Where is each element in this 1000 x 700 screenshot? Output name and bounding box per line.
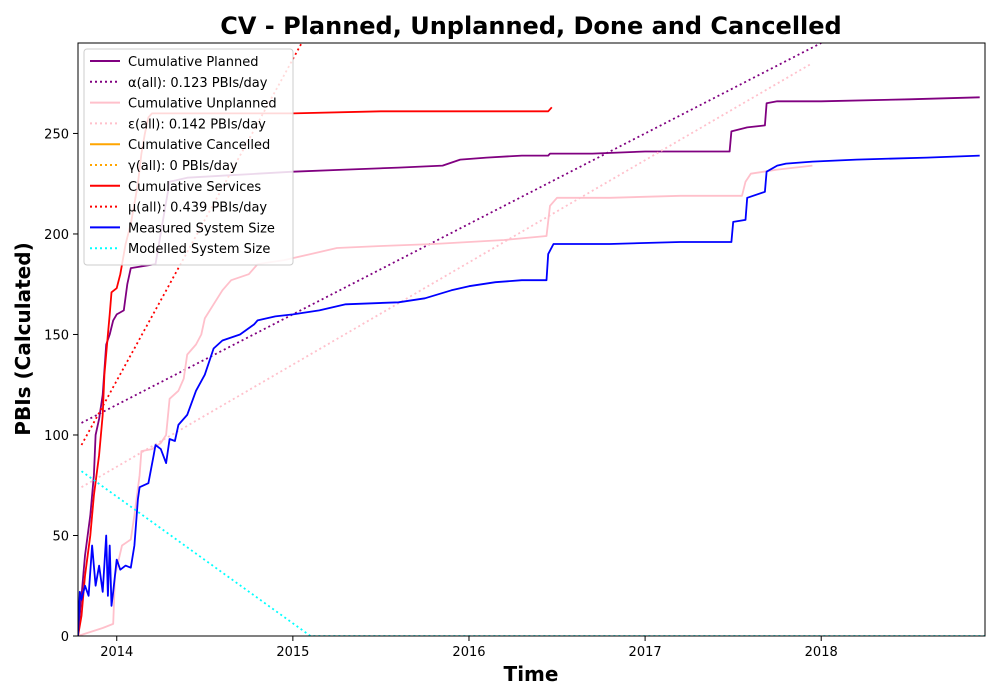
series-line-1-all-0-123-pbis-day xyxy=(81,43,822,424)
legend-label: Cumulative Unplanned xyxy=(128,97,277,112)
x-axis-ticks: 2014 2015 2016 2017 2018 xyxy=(100,636,838,660)
x-axis-label: Time xyxy=(504,662,559,686)
y-axis-label: PBIs (Calculated) xyxy=(11,242,35,435)
legend-label: Modelled System Size xyxy=(128,242,270,257)
legend-label: Cumulative Planned xyxy=(128,55,258,70)
legend-box xyxy=(83,48,294,266)
y-tick-label: 50 xyxy=(52,529,69,544)
x-tick-label: 2015 xyxy=(276,645,309,660)
y-tick-label: 250 xyxy=(44,127,69,142)
series-line-3-all-0-142-pbis-day xyxy=(81,62,813,488)
chart-title: CV - Planned, Unplanned, Done and Cancel… xyxy=(220,12,842,40)
y-tick-label: 200 xyxy=(44,228,69,243)
legend-label: Cumulative Services xyxy=(128,180,261,195)
legend-label: γ(all): 0 PBIs/day xyxy=(128,159,238,174)
legend-label: μ(all): 0.439 PBIs/day xyxy=(128,201,267,216)
x-tick-label: 2018 xyxy=(805,645,838,660)
y-axis-ticks: 0 50 100 150 200 250 xyxy=(44,127,78,645)
y-tick-label: 150 xyxy=(44,328,69,343)
x-tick-label: 2017 xyxy=(629,645,662,660)
legend-label: ε(all): 0.142 PBIs/day xyxy=(128,117,266,132)
series-line-9-modelled-system-size xyxy=(80,470,985,636)
legend: Cumulative Planned α(all): 0.123 PBIs/day… xyxy=(83,48,294,266)
series-line-8-measured-system-size xyxy=(78,154,980,636)
legend-label: Measured System Size xyxy=(128,221,275,236)
y-tick-label: 100 xyxy=(44,429,69,444)
plot-frame xyxy=(77,42,986,637)
x-tick-label: 2016 xyxy=(452,645,485,660)
x-tick-label: 2014 xyxy=(100,645,133,660)
y-tick-label: 0 xyxy=(61,630,69,645)
legend-label: α(all): 0.123 PBIs/day xyxy=(128,76,268,91)
legend-label: Cumulative Cancelled xyxy=(128,138,270,153)
series-line-2-cumulative-unplanned xyxy=(78,164,813,636)
